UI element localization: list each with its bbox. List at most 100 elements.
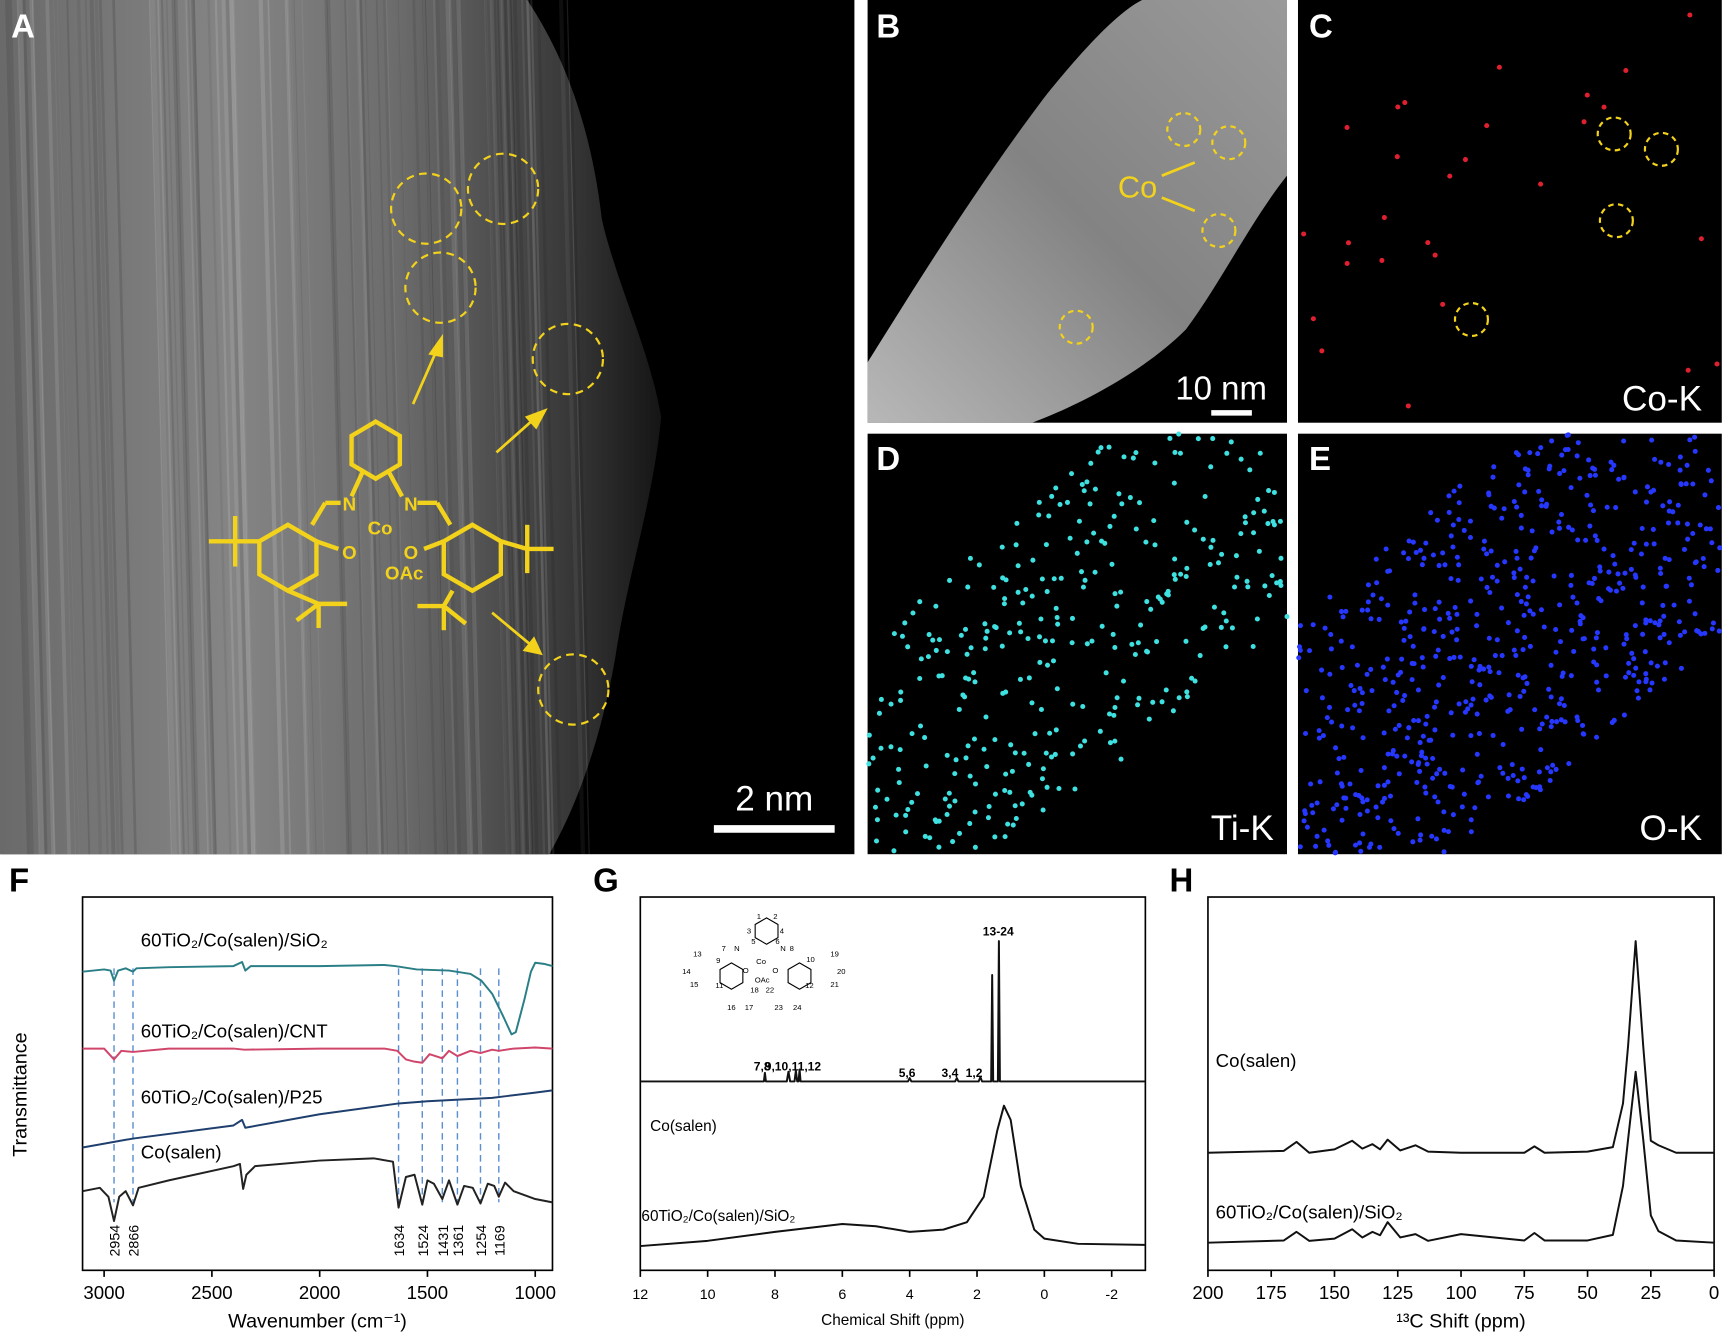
map-dot bbox=[1023, 586, 1029, 593]
map-dot bbox=[1666, 461, 1672, 467]
map-dot bbox=[1261, 508, 1267, 514]
texture bbox=[382, 0, 409, 855]
map-dot bbox=[1303, 688, 1309, 694]
map-dot bbox=[1382, 677, 1388, 683]
map-dot bbox=[1015, 589, 1021, 595]
map-dot bbox=[1202, 624, 1208, 630]
x-tick-label: 200 bbox=[1192, 1282, 1223, 1303]
map-dot bbox=[1154, 639, 1160, 645]
map-dot bbox=[932, 817, 938, 823]
map-dot bbox=[1487, 589, 1493, 596]
map-dot bbox=[1472, 805, 1478, 811]
map-dot bbox=[1058, 575, 1064, 581]
map-dot bbox=[1445, 610, 1451, 616]
map-dot bbox=[1701, 564, 1707, 570]
map-dot bbox=[952, 771, 958, 777]
map-dot bbox=[1322, 625, 1328, 631]
map-dot bbox=[942, 796, 948, 802]
map-dot bbox=[1418, 753, 1424, 759]
map-dot bbox=[925, 654, 931, 660]
texture bbox=[483, 0, 509, 855]
map-dot bbox=[1339, 665, 1345, 671]
map-dot bbox=[1626, 660, 1632, 666]
map-dot bbox=[1078, 569, 1085, 575]
map-dot bbox=[1046, 513, 1052, 519]
map-dot bbox=[1588, 502, 1594, 508]
map-dot bbox=[1421, 555, 1427, 561]
map-dot bbox=[1116, 491, 1122, 497]
map-dot bbox=[1592, 466, 1598, 472]
map-dot bbox=[1622, 570, 1628, 576]
inset-label: 5 bbox=[751, 937, 755, 946]
inset-label: N bbox=[734, 944, 740, 953]
series-label: 60TiO₂/Co(salen)/SiO₂ bbox=[1216, 1202, 1403, 1223]
map-dot bbox=[1418, 547, 1424, 553]
x-tick-label: 2500 bbox=[191, 1282, 233, 1303]
map-dot bbox=[1012, 750, 1018, 756]
map-dot bbox=[1250, 643, 1256, 649]
map-dot bbox=[1652, 620, 1658, 626]
map-dot bbox=[1269, 573, 1275, 579]
map-dot bbox=[1441, 827, 1447, 833]
map-dot bbox=[1474, 751, 1480, 757]
texture bbox=[232, 0, 257, 855]
map-dot bbox=[1404, 735, 1410, 741]
map-dot bbox=[917, 675, 923, 682]
map-dot bbox=[1631, 672, 1637, 678]
map-dot bbox=[1456, 500, 1462, 506]
map-dot bbox=[1440, 675, 1446, 681]
map-dot bbox=[1271, 522, 1277, 528]
map-dot bbox=[1407, 609, 1413, 615]
map-dot bbox=[1297, 623, 1304, 629]
map-dot bbox=[1364, 808, 1370, 814]
x-axis-label: Chemical Shift (ppm) bbox=[821, 1312, 964, 1329]
map-dot bbox=[1396, 771, 1402, 777]
map-dot bbox=[1210, 436, 1216, 442]
map-dot bbox=[1520, 675, 1526, 681]
texture bbox=[504, 0, 531, 855]
map-dot bbox=[1592, 533, 1598, 539]
map-dot bbox=[1665, 520, 1672, 526]
map-dot bbox=[1401, 625, 1407, 631]
map-dot bbox=[1468, 817, 1474, 823]
map-dot bbox=[1530, 578, 1536, 584]
map-dot bbox=[1561, 468, 1567, 474]
map-dot bbox=[1326, 704, 1333, 710]
inset-label: 18 bbox=[750, 986, 759, 995]
map-dot bbox=[1671, 602, 1677, 608]
map-dot bbox=[1568, 673, 1574, 679]
map-dot bbox=[1343, 805, 1349, 811]
map-dot bbox=[1411, 661, 1417, 667]
map-dot bbox=[1029, 593, 1035, 599]
map-dot bbox=[1613, 505, 1619, 511]
map-dot bbox=[1537, 726, 1543, 732]
map-dot bbox=[1395, 672, 1401, 678]
map-dot bbox=[1548, 662, 1554, 668]
map-dot bbox=[1685, 536, 1691, 542]
map-dot bbox=[1265, 521, 1271, 527]
map-dot bbox=[1481, 538, 1487, 544]
texture bbox=[503, 0, 528, 855]
map-dot bbox=[1336, 756, 1342, 762]
map-dot bbox=[1359, 795, 1365, 801]
map-dot bbox=[1001, 601, 1007, 607]
map-dot bbox=[1112, 591, 1118, 597]
inset-label: 8 bbox=[790, 944, 794, 953]
map-dot bbox=[1515, 672, 1521, 678]
map-dot bbox=[1396, 722, 1402, 728]
map-dot bbox=[1474, 623, 1480, 629]
map-dot bbox=[1170, 708, 1176, 714]
texture bbox=[290, 0, 316, 855]
map-dot bbox=[1319, 667, 1325, 673]
map-dot bbox=[982, 621, 988, 627]
map-dot bbox=[1376, 616, 1382, 622]
map-dot bbox=[1587, 473, 1593, 479]
texture bbox=[455, 0, 481, 855]
map-dot bbox=[1448, 576, 1454, 582]
map-dot bbox=[1578, 613, 1584, 619]
map-dot bbox=[1391, 826, 1397, 832]
inset-label: 17 bbox=[745, 1003, 754, 1012]
series-line bbox=[82, 960, 553, 1036]
map-dot bbox=[1081, 488, 1087, 494]
map-dot bbox=[1488, 548, 1494, 554]
